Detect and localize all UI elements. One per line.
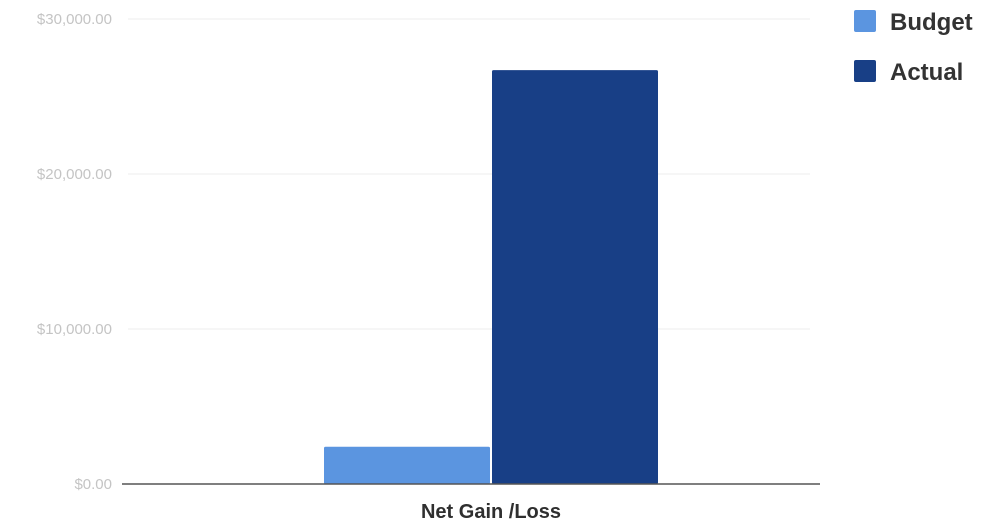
y-axis-ticks: $0.00 $10,000.00 $20,000.00 $30,000.00 [37, 11, 112, 493]
bar-budget [324, 446, 490, 484]
legend: Budget Actual [854, 9, 973, 86]
y-tick-label: $20,000.00 [37, 166, 112, 183]
y-tick-label: $10,000.00 [37, 321, 112, 338]
legend-label-budget: Budget [890, 9, 973, 36]
bar-actual [492, 70, 658, 485]
y-tick-label: $0.00 [74, 476, 112, 493]
x-category-label: Net Gain /Loss [421, 501, 561, 523]
gridlines [128, 18, 810, 330]
legend-swatch-actual [854, 60, 876, 82]
legend-label-actual: Actual [890, 59, 963, 86]
legend-swatch-budget [854, 10, 876, 32]
bars [324, 70, 658, 485]
y-tick-label: $30,000.00 [37, 11, 112, 28]
